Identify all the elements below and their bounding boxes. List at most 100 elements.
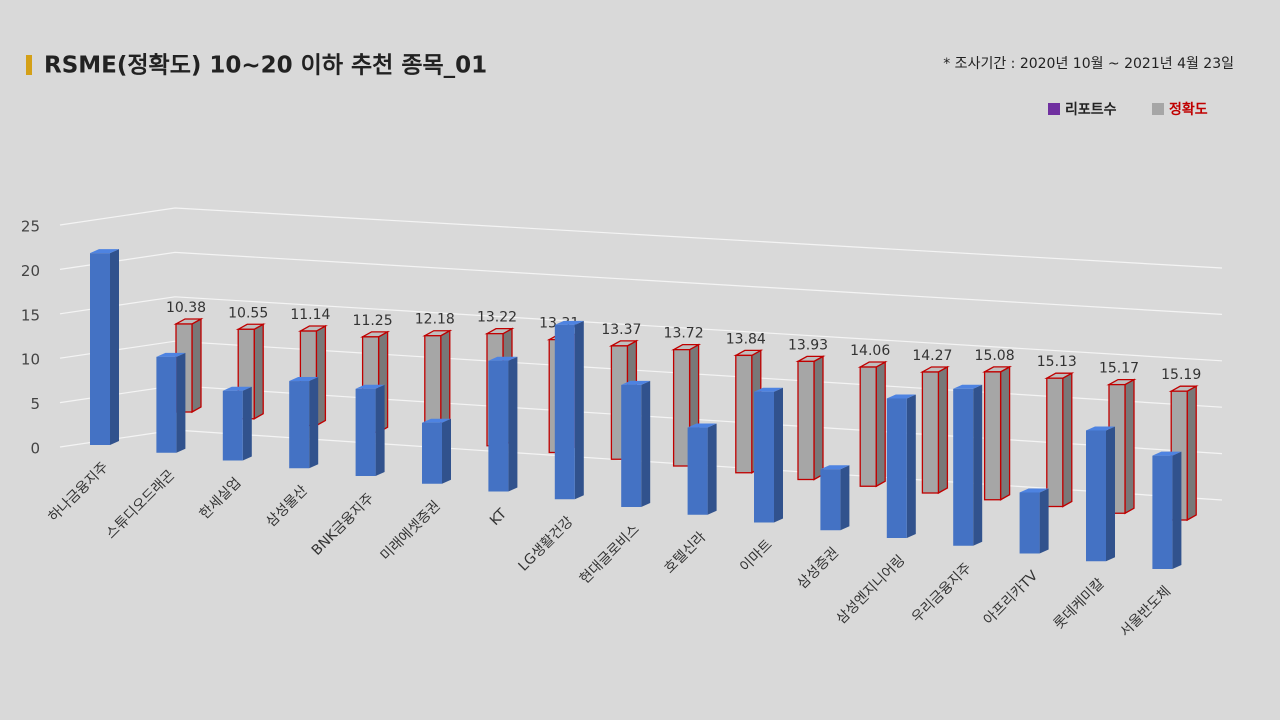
accuracy-bar-side <box>191 317 202 414</box>
report-bar-top <box>156 352 186 357</box>
report-bar-top <box>820 465 850 470</box>
report-bar-top <box>953 384 983 389</box>
x-tick-label: BNK금융지주 <box>309 490 378 559</box>
data-label: 10.38 <box>166 300 206 316</box>
report-bar <box>1019 492 1040 554</box>
accuracy-bar <box>672 349 691 467</box>
report-bar <box>621 384 642 507</box>
data-label: 15.08 <box>975 348 1015 364</box>
data-label: 13.37 <box>601 322 641 338</box>
accuracy-bar-side <box>1062 372 1073 508</box>
report-bar-side <box>707 423 717 515</box>
data-label: 13.84 <box>726 331 766 347</box>
accuracy-bar <box>859 366 877 487</box>
x-tick-label: LG생활건강 <box>516 514 577 575</box>
report-bar <box>488 360 509 492</box>
report-bar-top <box>687 423 717 428</box>
report-bar-top <box>621 380 651 385</box>
report-bar <box>554 324 575 500</box>
report-bar <box>820 469 841 531</box>
title-accent <box>26 55 32 75</box>
x-tick-label: 한세실업 <box>197 475 245 523</box>
accuracy-bar-side <box>875 360 886 488</box>
report-bar <box>156 356 177 453</box>
accuracy-bar-side <box>1186 385 1197 522</box>
note: * 조사기간 : 2020년 10월 ~ 2021년 4월 23일 <box>943 56 1234 72</box>
data-label: 14.27 <box>912 348 952 364</box>
report-bar-top <box>355 384 385 389</box>
x-tick-label: 하나금융지주 <box>46 459 112 525</box>
x-tick-label: 롯데케미칼 <box>1051 576 1108 633</box>
x-tick-label: 현대글로비스 <box>577 521 643 587</box>
report-bar-top <box>222 386 252 391</box>
data-label: 13.93 <box>788 337 828 353</box>
report-bar <box>90 253 110 445</box>
x-tick-label: 삼성증권 <box>794 545 842 593</box>
accuracy-bar-side <box>813 355 824 481</box>
report-bar <box>953 388 974 546</box>
report-bar <box>289 381 310 469</box>
report-bar-side <box>442 418 451 484</box>
y-tick-label: 15 <box>21 306 40 324</box>
legend-label: 정확도 <box>1169 101 1208 118</box>
report-bar <box>754 391 774 523</box>
report-bar-top <box>422 418 451 423</box>
report-bar-top <box>554 320 584 325</box>
report-bar <box>687 427 708 515</box>
data-label: 11.14 <box>290 307 330 323</box>
report-bar-side <box>1106 426 1115 562</box>
report-bar-side <box>774 387 783 523</box>
y-tick-label: 5 <box>30 395 40 413</box>
report-bar-side <box>973 384 983 546</box>
data-label: 14.06 <box>850 343 890 359</box>
report-bar-side <box>840 465 850 531</box>
data-label: 12.18 <box>415 312 455 328</box>
data-label: 15.13 <box>1037 354 1077 370</box>
x-tick-label: 서울반도체 <box>1117 583 1174 640</box>
report-bar-top <box>1086 426 1115 431</box>
report-bar <box>222 390 243 461</box>
accuracy-bar-side <box>1124 378 1135 515</box>
x-tick-label: 아프리카TV <box>981 568 1042 629</box>
report-bar <box>422 422 442 484</box>
legend-swatch <box>1152 103 1164 115</box>
accuracy-bar <box>921 371 940 494</box>
legend-swatch <box>1048 103 1060 115</box>
report-bar-top <box>1152 451 1182 456</box>
accuracy-bar-side <box>937 365 949 495</box>
legend-label: 리포트수 <box>1065 102 1117 118</box>
y-tick-label: 0 <box>30 440 40 458</box>
y-tick-label: 20 <box>21 262 40 280</box>
report-bar-top <box>488 356 518 361</box>
x-tick-label: KT <box>487 506 510 529</box>
chart-title: RSME(정확도) 10~20 이하 추천 종목_01 <box>44 53 487 79</box>
data-label: 13.72 <box>664 326 704 342</box>
accuracy-bar <box>797 360 815 481</box>
data-label: 15.19 <box>1161 367 1201 383</box>
y-tick-label: 10 <box>21 351 40 369</box>
x-tick-label: 삼성물산 <box>263 483 311 531</box>
report-bar <box>1152 455 1173 569</box>
report-bar-top <box>90 249 119 254</box>
accuracy-bar <box>983 371 1002 501</box>
x-tick-label: 스튜디오드래곤 <box>103 467 178 542</box>
report-bar-top <box>289 377 319 382</box>
report-bar-side <box>110 249 119 445</box>
report-bar-top <box>1019 488 1049 493</box>
data-label: 11.25 <box>353 313 393 329</box>
report-bar-side <box>508 356 518 492</box>
report-bar-side <box>375 384 385 476</box>
report-bar-side <box>641 380 651 507</box>
x-tick-label: 호텔신라 <box>662 529 710 577</box>
report-bar-side <box>1172 451 1182 569</box>
report-bar-side <box>176 352 186 453</box>
x-tick-label: 미래에셋증권 <box>378 498 444 564</box>
report-bar <box>355 388 376 476</box>
report-bar-top <box>886 394 916 399</box>
grid-line <box>59 207 1223 269</box>
report-bar-side <box>574 320 584 500</box>
data-label: 15.17 <box>1099 361 1139 377</box>
x-tick-label: 이마트 <box>737 537 776 576</box>
